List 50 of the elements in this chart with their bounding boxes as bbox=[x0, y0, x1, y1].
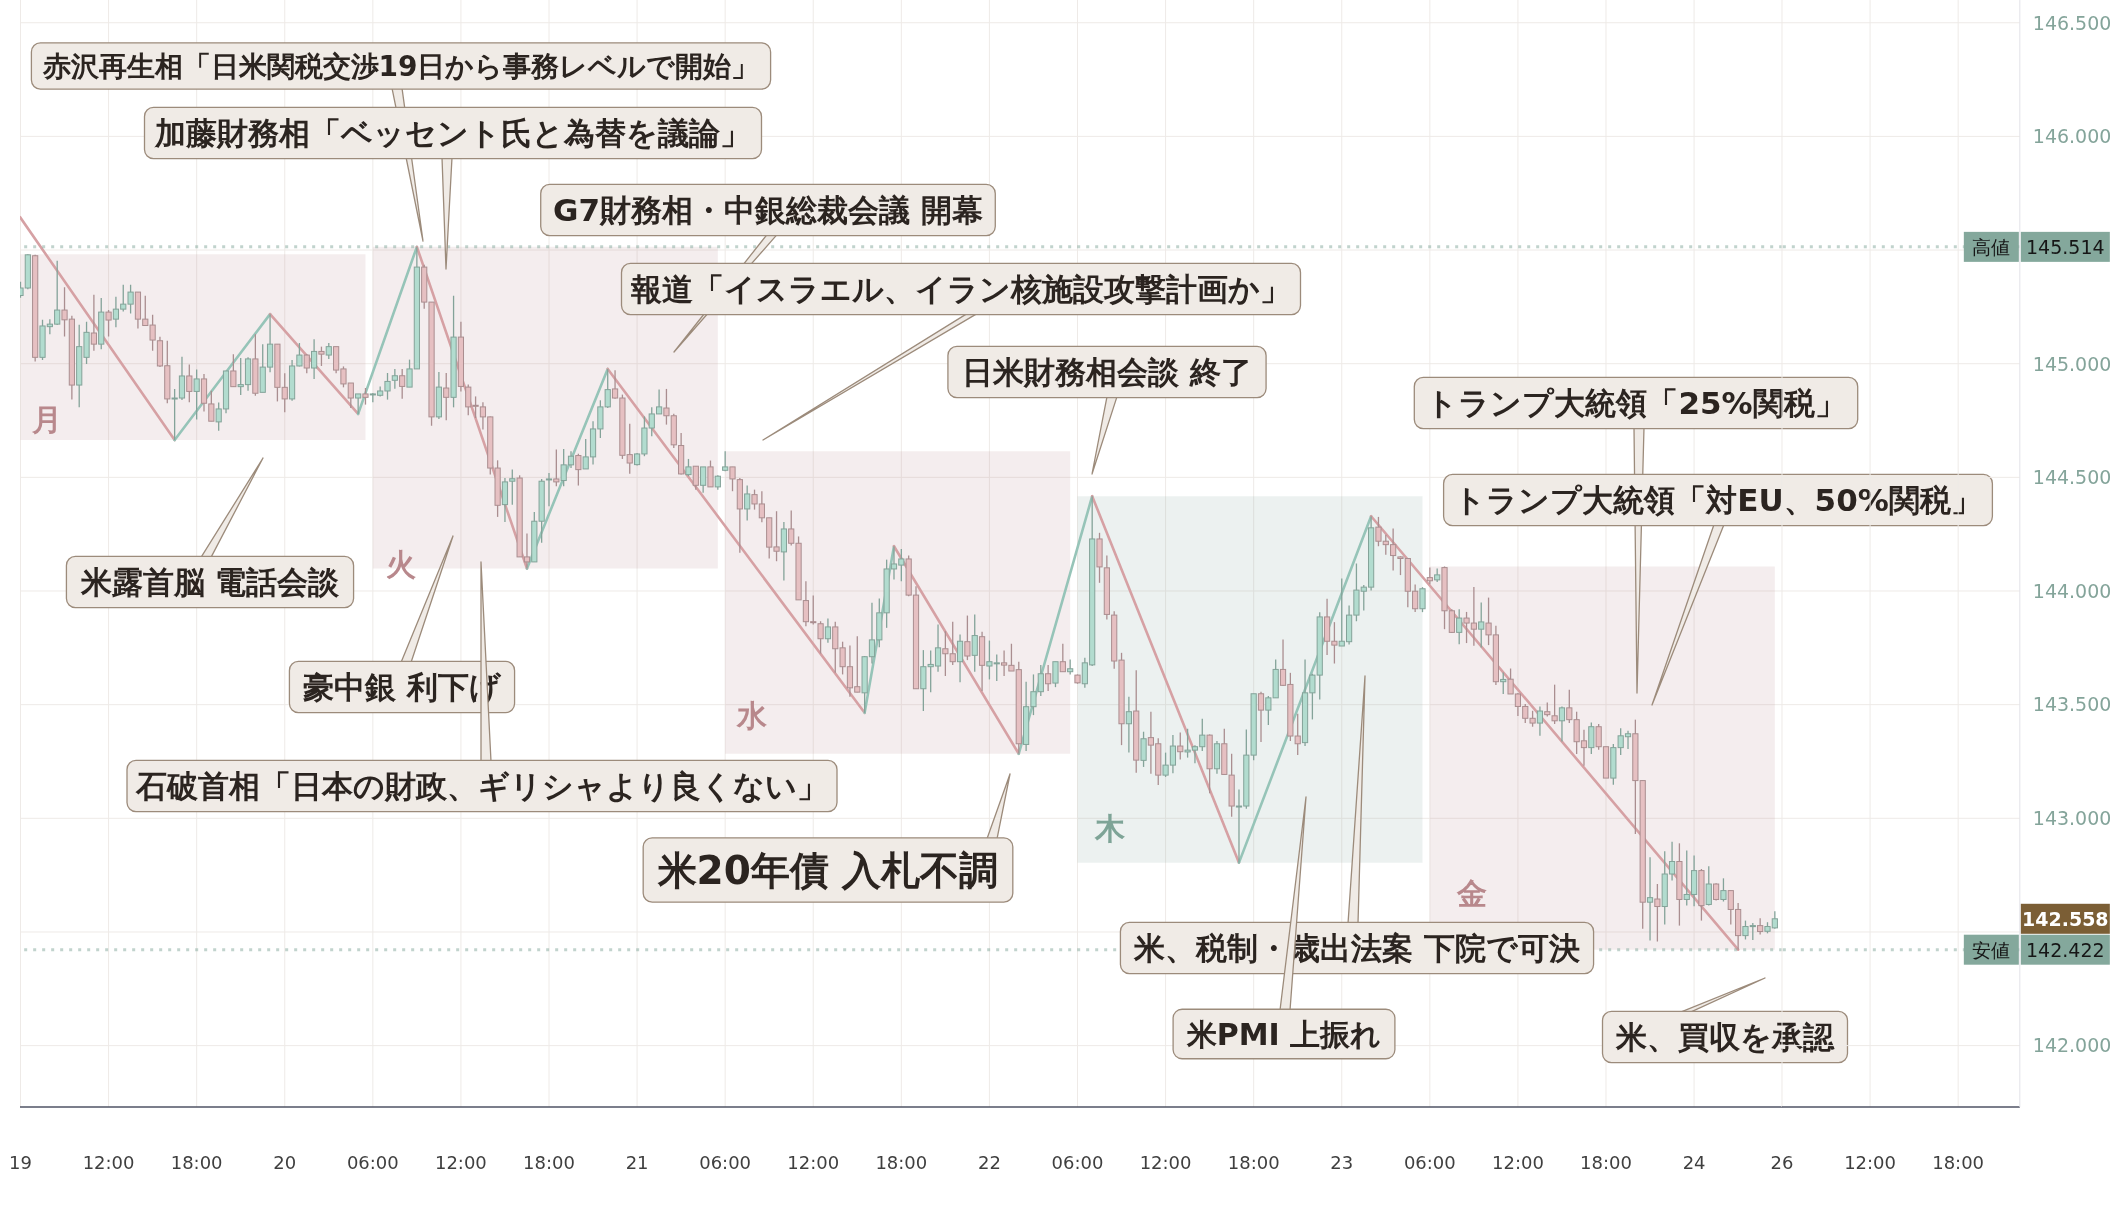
x-tick-label: 21 bbox=[625, 1152, 649, 1173]
x-tick-label: 12:00 bbox=[1492, 1152, 1544, 1173]
annotation: 加藤財務相「ベッセント氏と為替を議論」 bbox=[154, 115, 751, 152]
x-tick-label: 06:00 bbox=[699, 1152, 752, 1173]
x-tick-label: 12:00 bbox=[82, 1152, 135, 1173]
annotation: 石破首相「日本の財政、ギリシャより良くない」 bbox=[135, 768, 828, 805]
annotation: G7財務相・中銀総裁会議 開幕 bbox=[553, 192, 983, 229]
annotation: 赤沢再生相「日米関税交渉19日から事務レベルで開始」 bbox=[41, 50, 760, 84]
x-tick-label: 19 bbox=[9, 1152, 32, 1173]
annotation: 米露首脳 電話会談 bbox=[79, 564, 341, 601]
x-tick-label: 18:00 bbox=[1932, 1151, 1985, 1173]
x-tick-label: 24 bbox=[1682, 1152, 1706, 1173]
y-tick-label: 146.500 bbox=[2032, 11, 2110, 34]
band-label: 金 bbox=[1455, 875, 1487, 911]
x-tick-label: 18:00 bbox=[170, 1152, 223, 1173]
ref-line-label: 高値 bbox=[1972, 235, 2011, 258]
x-tick-label: 23 bbox=[1330, 1152, 1354, 1173]
x-tick-label: 22 bbox=[977, 1152, 1001, 1173]
band-label: 木 bbox=[1094, 810, 1127, 846]
x-tick-label: 06:00 bbox=[346, 1152, 399, 1173]
annotation: 米20年債 入札不調 bbox=[656, 848, 999, 894]
annotation: トランプ大統領「25%関税」 bbox=[1426, 385, 1846, 422]
x-tick-label: 18:00 bbox=[523, 1152, 575, 1173]
ref-line-label: 安値 bbox=[1972, 938, 2011, 961]
x-tick-label: 26 bbox=[1770, 1151, 1794, 1173]
y-tick-label: 144.500 bbox=[2032, 466, 2110, 489]
x-tick-label: 18:00 bbox=[1227, 1152, 1280, 1173]
y-tick-label: 145.000 bbox=[2032, 352, 2110, 375]
y-tick-label: 143.000 bbox=[2032, 807, 2110, 830]
band-label: 水 bbox=[736, 697, 769, 733]
x-tick-label: 20 bbox=[273, 1152, 297, 1173]
x-tick-label: 06:00 bbox=[1403, 1152, 1456, 1173]
x-tick-label: 18:00 bbox=[875, 1152, 928, 1173]
x-tick-label: 06:00 bbox=[1051, 1152, 1104, 1173]
x-tick-label: 12:00 bbox=[787, 1152, 840, 1173]
x-tick-label: 12:00 bbox=[1844, 1151, 1897, 1173]
x-tick-label: 12:00 bbox=[1139, 1152, 1192, 1173]
y-tick-label: 144.000 bbox=[2032, 579, 2110, 602]
annotation: トランプ大統領「対EU、50%関税」 bbox=[1454, 482, 1982, 519]
y-tick-label: 146.000 bbox=[2032, 125, 2110, 148]
annotation: 報道「イスラエル、イラン核施設攻撃計画か」 bbox=[631, 271, 1291, 308]
band-label: 月 bbox=[31, 402, 63, 438]
annotation: 日米財務相会談 終了 bbox=[962, 354, 1252, 391]
band-label: 火 bbox=[385, 546, 416, 582]
annotation: 米、買収を承認 bbox=[1615, 1019, 1835, 1056]
annotation: 米PMI 上振れ bbox=[1185, 1016, 1382, 1052]
x-tick-label: 12:00 bbox=[435, 1152, 487, 1173]
y-tick-label: 143.500 bbox=[2032, 693, 2110, 716]
y-tick-label: 142.000 bbox=[2032, 1034, 2110, 1057]
x-tick-label: 18:00 bbox=[1580, 1152, 1632, 1173]
